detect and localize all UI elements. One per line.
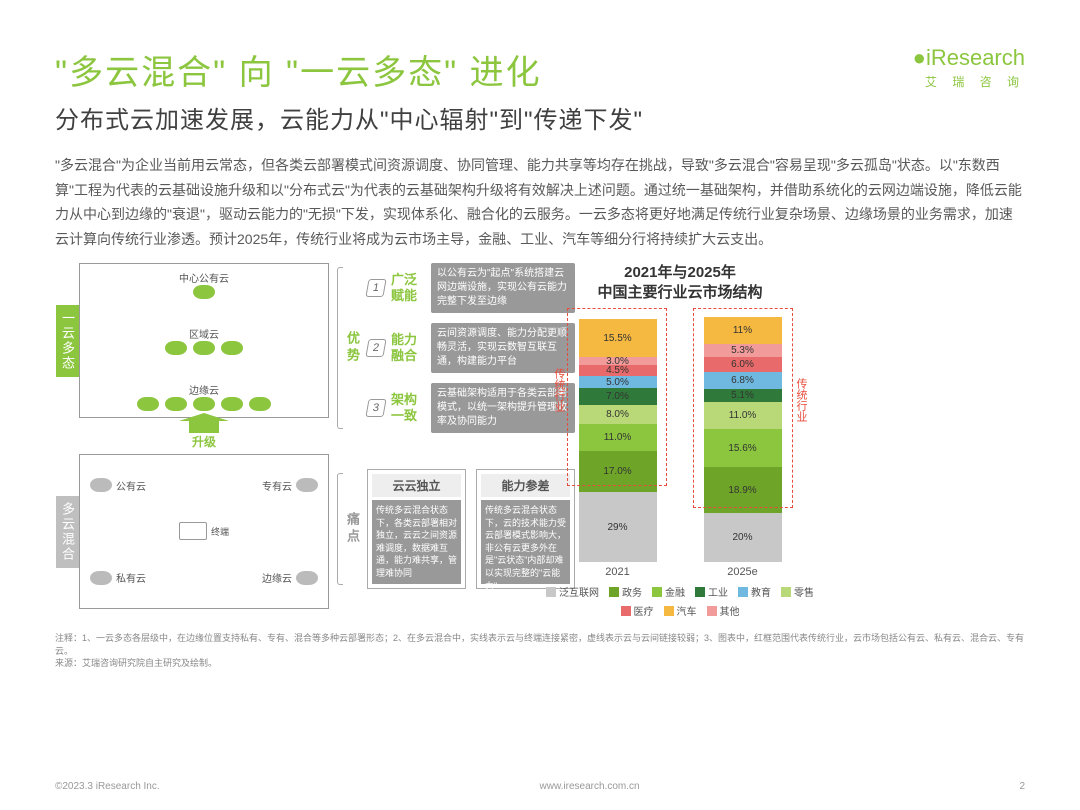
- features-label: 优势: [343, 331, 362, 365]
- pain-points-list: 痛点 云云独立 传统多云混合状态下，各类云部署相对独立，云云之间资源难调度，数据…: [345, 469, 575, 589]
- bar-segment: 29%: [579, 492, 657, 562]
- legend-swatch: [609, 587, 619, 597]
- node-terminal: 终端: [211, 525, 229, 538]
- node-edge: 边缘云: [262, 570, 292, 585]
- legend-label: 泛互联网: [559, 584, 599, 599]
- logo: ●iResearch 艾 瑞 咨 询: [913, 45, 1025, 90]
- feature-title: 广泛赋能: [391, 272, 425, 303]
- cloud-icon: [90, 571, 112, 585]
- cloud-icon: [165, 397, 187, 411]
- legend-swatch: [707, 606, 717, 616]
- legend-item: 政务: [609, 584, 642, 599]
- red-box-label: 传统行业: [793, 378, 809, 422]
- legend-label: 其他: [720, 603, 740, 618]
- footnote: 注释：1、一云多态各层级中，在边缘位置支持私有、专有、混合等多种云部署形态；2、…: [55, 632, 1025, 670]
- cloud-icon: [221, 341, 243, 355]
- page-number: 2: [1019, 781, 1025, 792]
- tier-edge-label: 边缘云: [88, 382, 320, 397]
- cloud-icon: [193, 285, 215, 299]
- node-private: 私有云: [116, 570, 146, 585]
- cloud-icon: [90, 478, 112, 492]
- multi-cloud-hybrid-diagram: 多云混合 公有云 专有云 终端 私有云 边缘云: [79, 454, 329, 609]
- tier-region-label: 区域云: [88, 326, 320, 341]
- bar-label: 2025e: [704, 566, 782, 578]
- logo-subtext: 艾 瑞 咨 询: [913, 73, 1025, 90]
- upgrade-arrow: 升级: [179, 413, 229, 450]
- chart-title-line2: 中国主要行业云市场结构: [545, 283, 815, 303]
- pain-label: 痛点: [343, 512, 362, 546]
- legend-item: 工业: [695, 584, 728, 599]
- feature-item: 2 能力融合 云间资源调度、能力分配更顺畅灵活，实现云数智互联互通，构建能力平台: [367, 323, 575, 373]
- cloud-icon: [193, 341, 215, 355]
- legend-label: 金融: [665, 584, 685, 599]
- legend-swatch: [781, 587, 791, 597]
- legend-label: 教育: [751, 584, 771, 599]
- legend-label: 政务: [622, 584, 642, 599]
- legend-swatch: [738, 587, 748, 597]
- market-structure-chart: 2021年与2025年 中国主要行业云市场结构 传统行业 传统行业 15.5%3…: [545, 263, 815, 618]
- footer-url: www.iresearch.com.cn: [540, 781, 640, 792]
- legend-item: 医疗: [621, 603, 654, 618]
- legend-swatch: [621, 606, 631, 616]
- legend-swatch: [652, 587, 662, 597]
- pain-card-body: 传统多云混合状态下，各类云部署相对独立，云云之间资源难调度，数据难互通，能力难共…: [372, 500, 461, 584]
- copyright: ©2023.3 iResearch Inc.: [55, 781, 160, 792]
- legend-item: 泛互联网: [546, 584, 599, 599]
- multi-cloud-label: 多云混合: [56, 496, 79, 568]
- chart-legend: 泛互联网 政务 金融 工业 教育 零售医疗 汽车 其他: [545, 584, 815, 618]
- bar-label: 2021: [579, 566, 657, 578]
- legend-item: 其他: [707, 603, 740, 618]
- node-public: 公有云: [116, 478, 146, 493]
- cloud-icon: [296, 478, 318, 492]
- red-box-label: 传统行业: [551, 368, 567, 412]
- feature-title: 架构一致: [391, 392, 425, 423]
- cloud-icon: [249, 397, 271, 411]
- cloud-icon: [193, 397, 215, 411]
- subtitle: 分布式云加速发展，云能力从"中心辐射"到"传递下发": [55, 100, 913, 135]
- chart-title-line1: 2021年与2025年: [545, 263, 815, 283]
- legend-label: 工业: [708, 584, 728, 599]
- legend-swatch: [546, 587, 556, 597]
- cloud-icon: [137, 397, 159, 411]
- legend-label: 医疗: [634, 603, 654, 618]
- legend-swatch: [695, 587, 705, 597]
- legend-item: 教育: [738, 584, 771, 599]
- one-cloud-label: 一云多态: [56, 305, 79, 377]
- feature-number: 2: [365, 339, 386, 357]
- feature-item: 1 广泛赋能 以公有云为"起点"系统搭建云网边端设施，实现公有云能力完整下发至边…: [367, 263, 575, 313]
- upgrade-label: 升级: [179, 433, 229, 450]
- footer: ©2023.3 iResearch Inc. www.iresearch.com…: [55, 781, 1025, 792]
- main-title: "多云混合" 向 "一云多态" 进化: [55, 45, 913, 94]
- legend-item: 金融: [652, 584, 685, 599]
- feature-title: 能力融合: [391, 332, 425, 363]
- legend-label: 汽车: [677, 603, 697, 618]
- pain-card-title: 云云独立: [372, 474, 461, 497]
- node-dedicated: 专有云: [262, 478, 292, 493]
- legend-label: 零售: [794, 584, 814, 599]
- feature-number: 3: [365, 399, 386, 417]
- pain-card: 云云独立 传统多云混合状态下，各类云部署相对独立，云云之间资源难调度，数据难互通…: [367, 469, 466, 589]
- cloud-icon: [296, 571, 318, 585]
- header: "多云混合" 向 "一云多态" 进化 分布式云加速发展，云能力从"中心辐射"到"…: [55, 45, 1025, 135]
- cloud-icon: [165, 341, 187, 355]
- tier-center-label: 中心公有云: [88, 270, 320, 285]
- description-paragraph: "多云混合"为企业当前用云常态，但各类云部署模式间资源调度、协同管理、能力共享等…: [55, 153, 1025, 251]
- one-cloud-multi-form-diagram: 一云多态 中心公有云 区域云 边缘云 升级: [79, 263, 329, 418]
- cloud-icon: [221, 397, 243, 411]
- terminal-icon: [179, 522, 207, 540]
- logo-text: iResearch: [926, 45, 1025, 70]
- legend-item: 汽车: [664, 603, 697, 618]
- feature-item: 3 架构一致 云基础架构适用于各类云部署模式，以统一架构提升管理效率及协同能力: [367, 383, 575, 433]
- legend-item: 零售: [781, 584, 814, 599]
- feature-number: 1: [365, 279, 386, 297]
- bar-segment: 20%: [704, 513, 782, 562]
- features-list: 优势 1 广泛赋能 以公有云为"起点"系统搭建云网边端设施，实现公有云能力完整下…: [345, 263, 575, 433]
- legend-swatch: [664, 606, 674, 616]
